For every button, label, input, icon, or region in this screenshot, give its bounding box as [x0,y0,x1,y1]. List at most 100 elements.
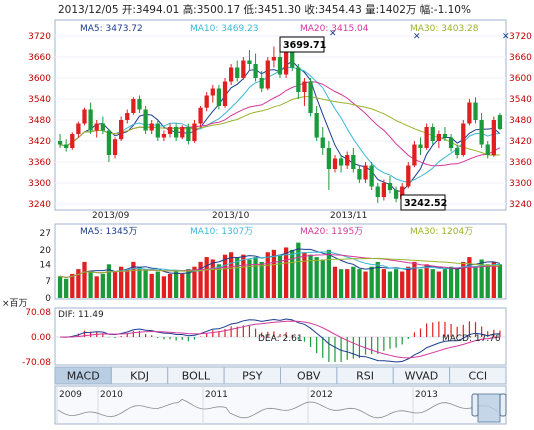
price-tick-right: 3240 [509,200,532,210]
volume-bar [143,269,148,298]
candle [381,179,387,201]
volume-bar [180,273,185,298]
volume-bar [351,266,356,298]
volume-bar [436,271,441,298]
volume-bar [70,273,75,298]
timeline-year-label: 2012 [310,390,333,400]
tab-boll[interactable]: BOLL [167,366,225,385]
candle [106,128,112,162]
volume-bar [357,269,362,298]
timeline-range-window[interactable] [477,393,501,423]
candle [88,102,93,134]
price-tick-right: 3540 [509,95,532,105]
candle [119,116,124,141]
candle [94,120,99,138]
price-tick-left: 3600 [28,74,51,84]
candle [235,60,240,82]
price-ma-legend: MA5: 3473.72 MA10: 3469.23 MA20: 3415.04 MA… [80,24,510,42]
candle [461,120,466,157]
candle [180,125,185,140]
volume-bar [406,266,411,298]
high-callout-label: 3699.71 [283,40,326,51]
volume-bar [167,273,173,298]
candle [253,53,258,82]
candle [338,155,344,173]
candle [357,165,362,183]
volume-bar [381,269,387,298]
volume-ma-legend-item: MA5: 1345万 [80,227,137,237]
volume-axis: 27 20 14 7 0 [40,229,52,304]
volume-bar [228,252,234,298]
volume-bar [345,269,350,298]
price-tick-right: 3480 [509,116,532,126]
tab-rsi[interactable]: RSI [336,366,394,385]
price-tick-right: 3600 [509,74,532,84]
timeline-year-label: 2011 [205,390,228,400]
tab-kdj[interactable]: KDJ [110,366,169,385]
volume-ma-legend-item: MA20: 1195万 [300,227,363,237]
volume-bar [485,264,490,298]
candle [308,78,313,117]
tab-label: PSY [242,370,263,383]
volume-bar [265,252,270,298]
volume-bar [216,264,222,298]
volume-bar [467,257,472,298]
volume-bar [241,254,246,298]
price-tick-left: 3360 [28,158,51,168]
timeline-year-label: 2010 [100,390,123,400]
volume-bar [186,269,191,298]
candle [406,162,411,189]
volume-bar [412,261,417,298]
candle [351,148,356,173]
volume-ma-lines [60,248,501,279]
candle [259,71,264,92]
volume-bar [82,261,87,298]
tab-cci[interactable]: CCI [449,366,507,385]
volume-bar [192,266,197,298]
price-tick-left: 3420 [28,137,51,147]
volume-bar [400,271,405,298]
candle [222,78,228,108]
volume-bar [302,252,307,298]
candle [82,107,87,126]
price-ma-legend-item: MA10: 3469.23 [190,24,258,34]
candle [296,64,301,99]
candle [387,176,393,194]
price-tick-left: 3300 [28,179,51,189]
tab-macd[interactable]: MACD [54,366,112,385]
candle [112,137,118,159]
candle [131,97,136,115]
candle [442,127,448,141]
candle [241,57,246,80]
volume-bar [320,259,325,298]
candle [247,50,252,71]
date-axis: 2013/09 2013/10 2013/11 [92,211,367,221]
dif-label: DIF: 11.49 [58,310,104,320]
macd-panel: 70.08 0.00 -70.08 DIF: 11.49 DEA: 2.61 MAC… [22,307,507,368]
tab-psy[interactable]: PSY [223,366,281,385]
tab-wvad[interactable]: WVAD [392,366,451,385]
volume-bar [308,254,313,298]
candle [485,141,490,159]
tab-obv[interactable]: OBV [280,366,338,385]
volume-bar [247,259,252,298]
volume-bar [296,242,301,298]
volume-bar [119,266,124,298]
timeline-right-handle[interactable] [499,393,507,417]
volume-bar [448,266,454,298]
volume-bar [497,264,503,298]
volume-bar [326,249,332,298]
volume-bar [161,276,167,298]
timeline-navigator: 2009 2010 2011 2012 2013 [54,385,507,425]
volume-tick: 0 [45,294,51,304]
candle [186,123,191,145]
candle [467,99,472,126]
candle [277,50,283,78]
candle [57,134,63,148]
candle [436,130,441,148]
candle [204,92,209,112]
price-tick-left: 3660 [28,53,51,63]
volume-bar [259,261,264,298]
price-tick-left: 3240 [28,200,51,210]
timeline-left-handle[interactable] [471,393,479,417]
